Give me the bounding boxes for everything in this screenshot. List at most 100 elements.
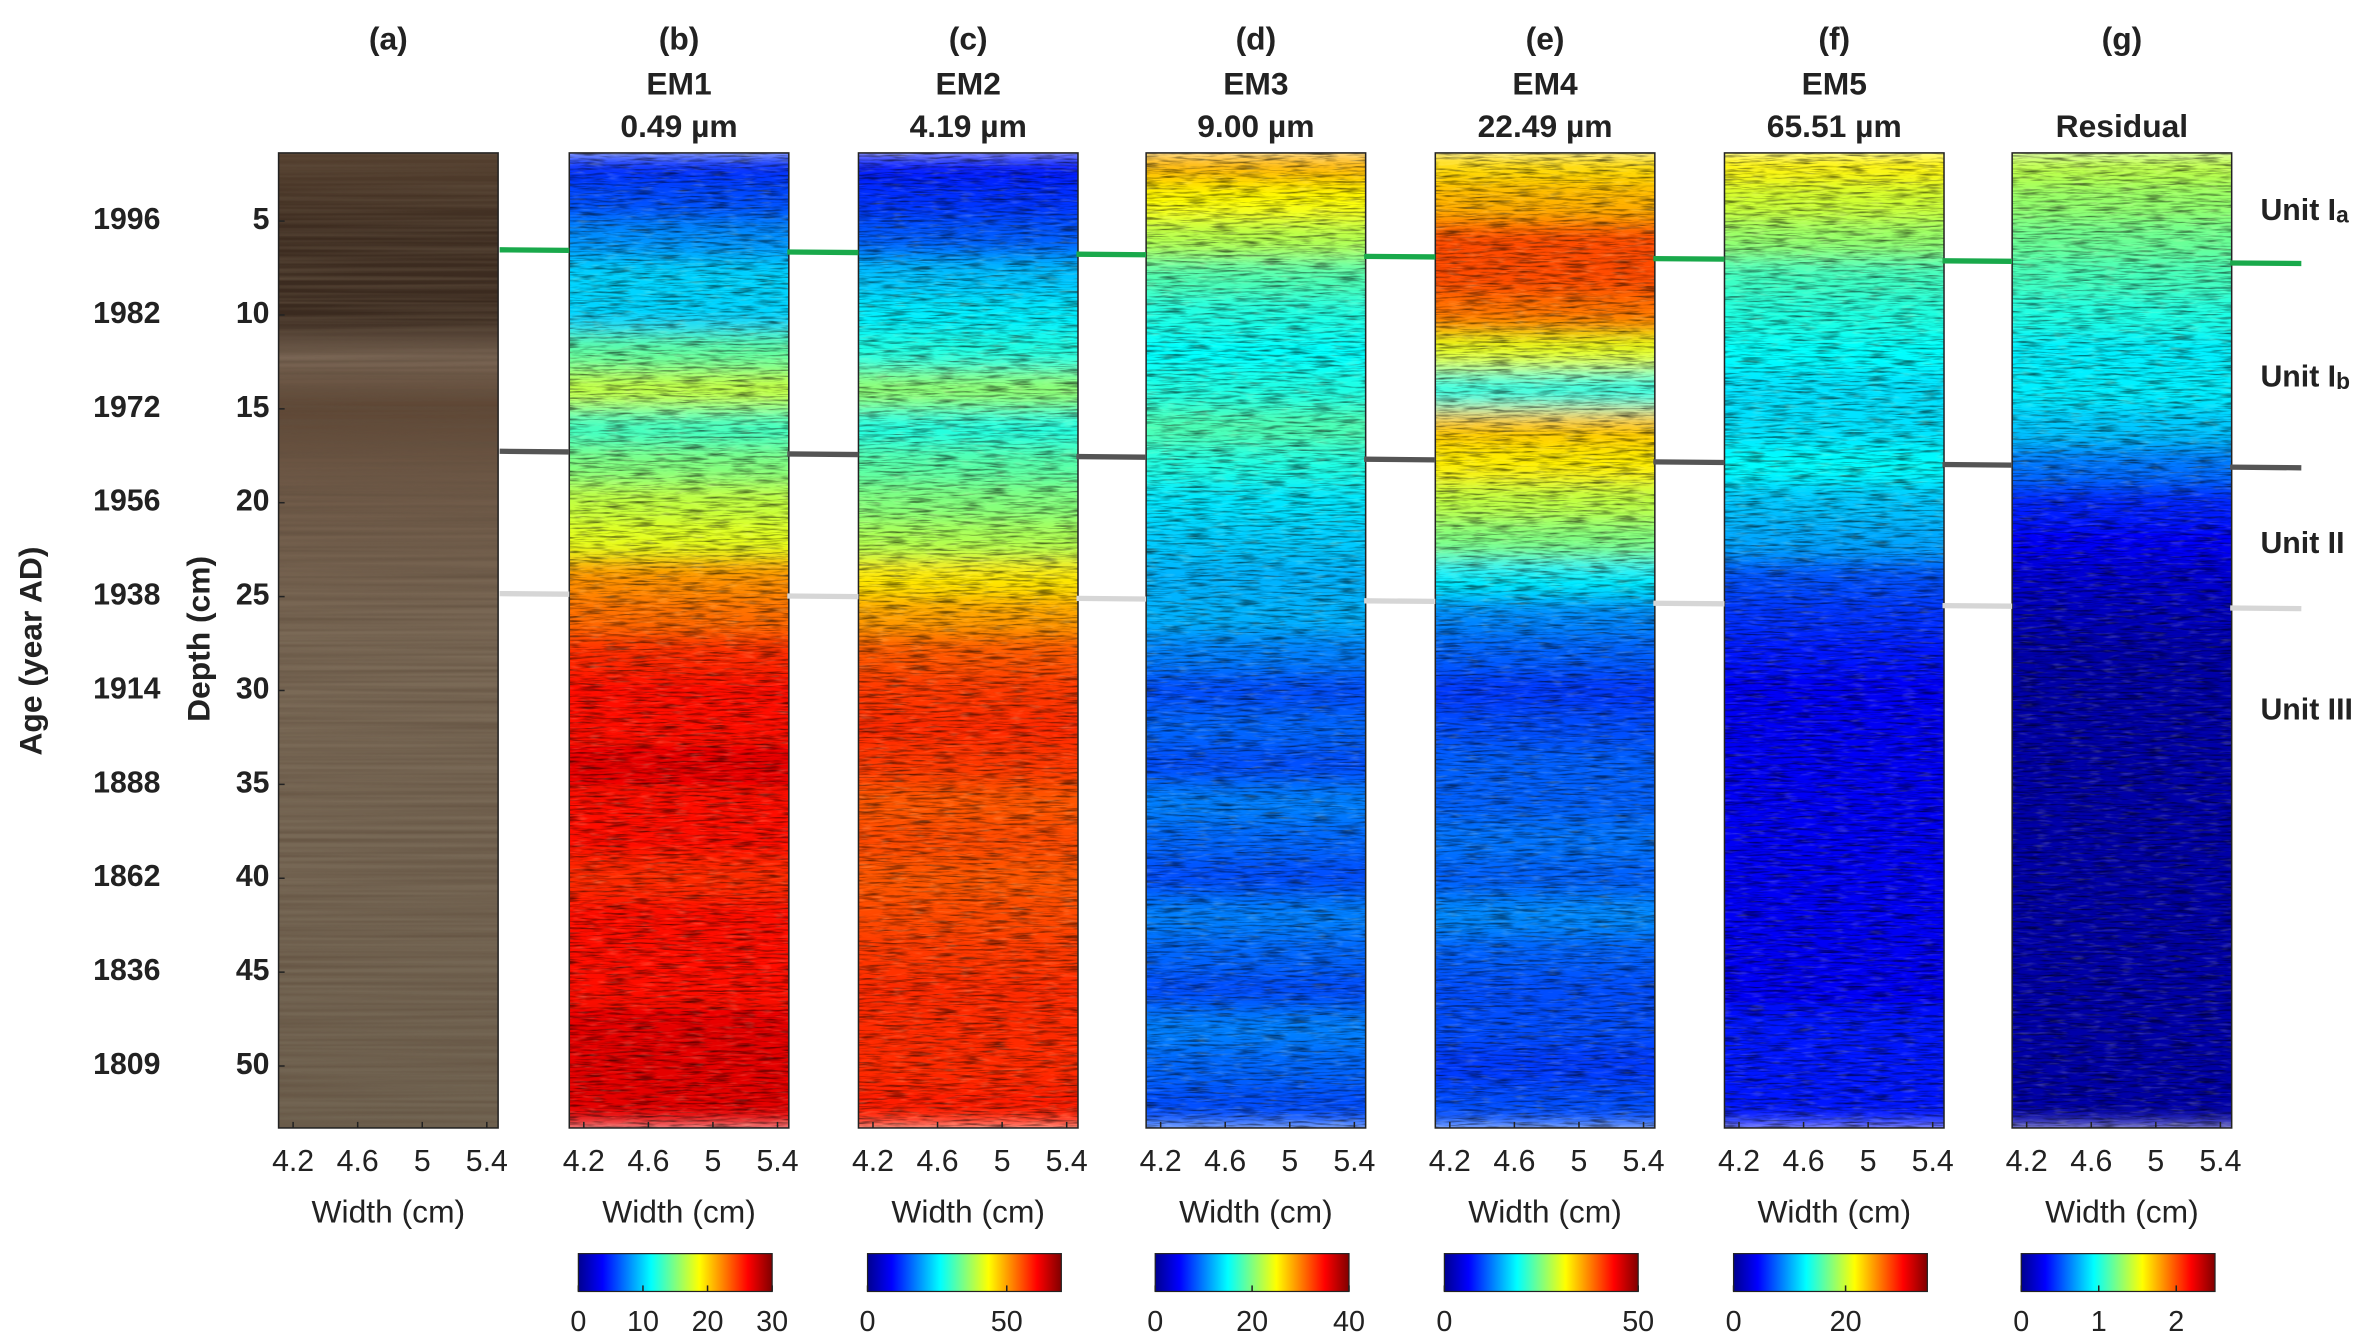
- panel-name: Residual: [2056, 108, 2188, 144]
- texture: [1724, 152, 1945, 1128]
- colorbar: [2020, 1253, 2216, 1293]
- age-tick-label: 1888: [93, 766, 160, 799]
- unit-boundary: [1942, 258, 2013, 264]
- x-tick-label: 4.2: [1140, 1145, 1182, 1178]
- panel: [858, 152, 1078, 1128]
- colorbar: [577, 1253, 773, 1293]
- x-tick-label: 5: [1571, 1145, 1588, 1178]
- panel-frame: [1434, 152, 1656, 1129]
- unit-boundary: [1076, 453, 1147, 460]
- x-axis-title: Width (cm): [1468, 1194, 1622, 1230]
- colorbar-tick-label: 0: [2013, 1306, 2029, 1338]
- colorbar-tick-label: 0: [860, 1306, 876, 1338]
- panel-frame: [277, 152, 499, 1129]
- texture: [1146, 152, 1366, 1128]
- unit-boundary: [787, 593, 859, 600]
- age-tick-label: 1996: [93, 203, 160, 236]
- texture: [569, 152, 789, 1128]
- x-tick-label: 4.6: [627, 1145, 669, 1178]
- x-tick-label: 4.6: [337, 1145, 379, 1178]
- panel: [1146, 152, 1366, 1128]
- panel-letter: (c): [949, 20, 988, 56]
- age-tick-label: 1956: [93, 485, 160, 518]
- x-tick-label: 5.4: [1912, 1145, 1954, 1178]
- x-axis-title: Width (cm): [312, 1194, 466, 1230]
- colorbar-tick-label: 20: [1236, 1306, 1268, 1338]
- unit-label: Unit III: [2260, 694, 2352, 727]
- panel-letter: (e): [1526, 20, 1565, 56]
- unit-boundary: [1653, 255, 1725, 262]
- y-axis-title: Depth (cm): [181, 556, 217, 722]
- unit-boundary: [1076, 251, 1147, 258]
- x-tick-label: 5: [1860, 1145, 1877, 1178]
- unit-label: Unit Ia: [2260, 194, 2349, 228]
- colorbar-tick-label: 0: [1436, 1306, 1452, 1338]
- y2-axis-title: Age (year AD): [13, 547, 49, 756]
- colorbar-tick-label: 1: [2091, 1306, 2107, 1338]
- x-tick-label: 5.4: [466, 1145, 508, 1178]
- unit-name: Unit II: [2260, 527, 2344, 560]
- panel: [2012, 152, 2232, 1128]
- x-tick-label: 4.6: [2070, 1145, 2112, 1178]
- colorbar-tick-label: 30: [756, 1306, 788, 1338]
- x-tick-label: 5.4: [1622, 1145, 1664, 1178]
- panel-name: EM2: [936, 66, 1001, 102]
- y-tick-label: 40: [236, 860, 270, 893]
- texture: [2012, 152, 2232, 1128]
- unit-name: Unit I: [2260, 194, 2336, 227]
- unit-label: Unit Ib: [2260, 361, 2350, 395]
- colorbar: [866, 1253, 1062, 1293]
- unit-boundary: [2230, 464, 2302, 471]
- y-tick-label: 25: [236, 579, 270, 612]
- texture: [1435, 152, 1655, 1128]
- colorbar-tick-label: 50: [1622, 1306, 1654, 1338]
- panel-name: EM4: [1512, 66, 1578, 102]
- x-tick-label: 5.4: [756, 1145, 798, 1178]
- age-tick-label: 1862: [93, 860, 160, 893]
- colorbar: [1443, 1253, 1639, 1293]
- unit-boundary: [1076, 595, 1147, 602]
- colorbar-tick-label: 2: [2168, 1306, 2184, 1338]
- panel-frame: [2011, 152, 2233, 1129]
- age-tick-label: 1982: [93, 297, 160, 330]
- x-tick-label: 5.4: [2199, 1145, 2241, 1178]
- unit-boundary: [1653, 600, 1725, 607]
- panel-frame: [568, 152, 790, 1129]
- x-tick-label: 4.6: [1204, 1145, 1246, 1178]
- y-tick-label: 20: [236, 485, 270, 518]
- panel-letter: (a): [369, 20, 408, 56]
- y-tick-label: 30: [236, 672, 270, 705]
- x-tick-label: 4.6: [1783, 1145, 1825, 1178]
- colorbar-tick-label: 0: [570, 1306, 586, 1338]
- panel: [278, 152, 499, 1128]
- x-tick-label: 5: [2147, 1145, 2164, 1178]
- panel: [1435, 152, 1655, 1128]
- x-tick-label: 4.2: [2006, 1145, 2048, 1178]
- x-tick-label: 5: [414, 1145, 431, 1178]
- x-tick-label: 4.2: [1429, 1145, 1471, 1178]
- texture: [278, 152, 499, 1128]
- unit-boundary: [499, 247, 570, 253]
- panel-size: 9.00 µm: [1197, 108, 1314, 144]
- unit-boundary: [1364, 253, 1436, 260]
- colorbar: [1732, 1253, 1928, 1293]
- y-tick-label: 35: [236, 766, 270, 799]
- colorbar-tick-label: 10: [627, 1306, 659, 1338]
- unit-boundary: [1364, 598, 1436, 605]
- x-tick-label: 5: [994, 1145, 1011, 1178]
- x-axis-title: Width (cm): [1757, 1194, 1911, 1230]
- texture: [858, 152, 1078, 1128]
- unit-boundary: [1942, 461, 2013, 468]
- unit-label: Unit II: [2260, 527, 2344, 560]
- unit-boundary: [1364, 456, 1436, 463]
- unit-boundary: [1653, 459, 1725, 466]
- panel-size: 4.19 µm: [910, 108, 1027, 144]
- age-tick-label: 1836: [93, 954, 160, 987]
- colorbar-tick-label: 0: [1726, 1306, 1742, 1338]
- colorbar-tick-label: 20: [1830, 1306, 1862, 1338]
- panel-letter: (d): [1236, 20, 1277, 56]
- y-tick-label: 45: [236, 954, 270, 987]
